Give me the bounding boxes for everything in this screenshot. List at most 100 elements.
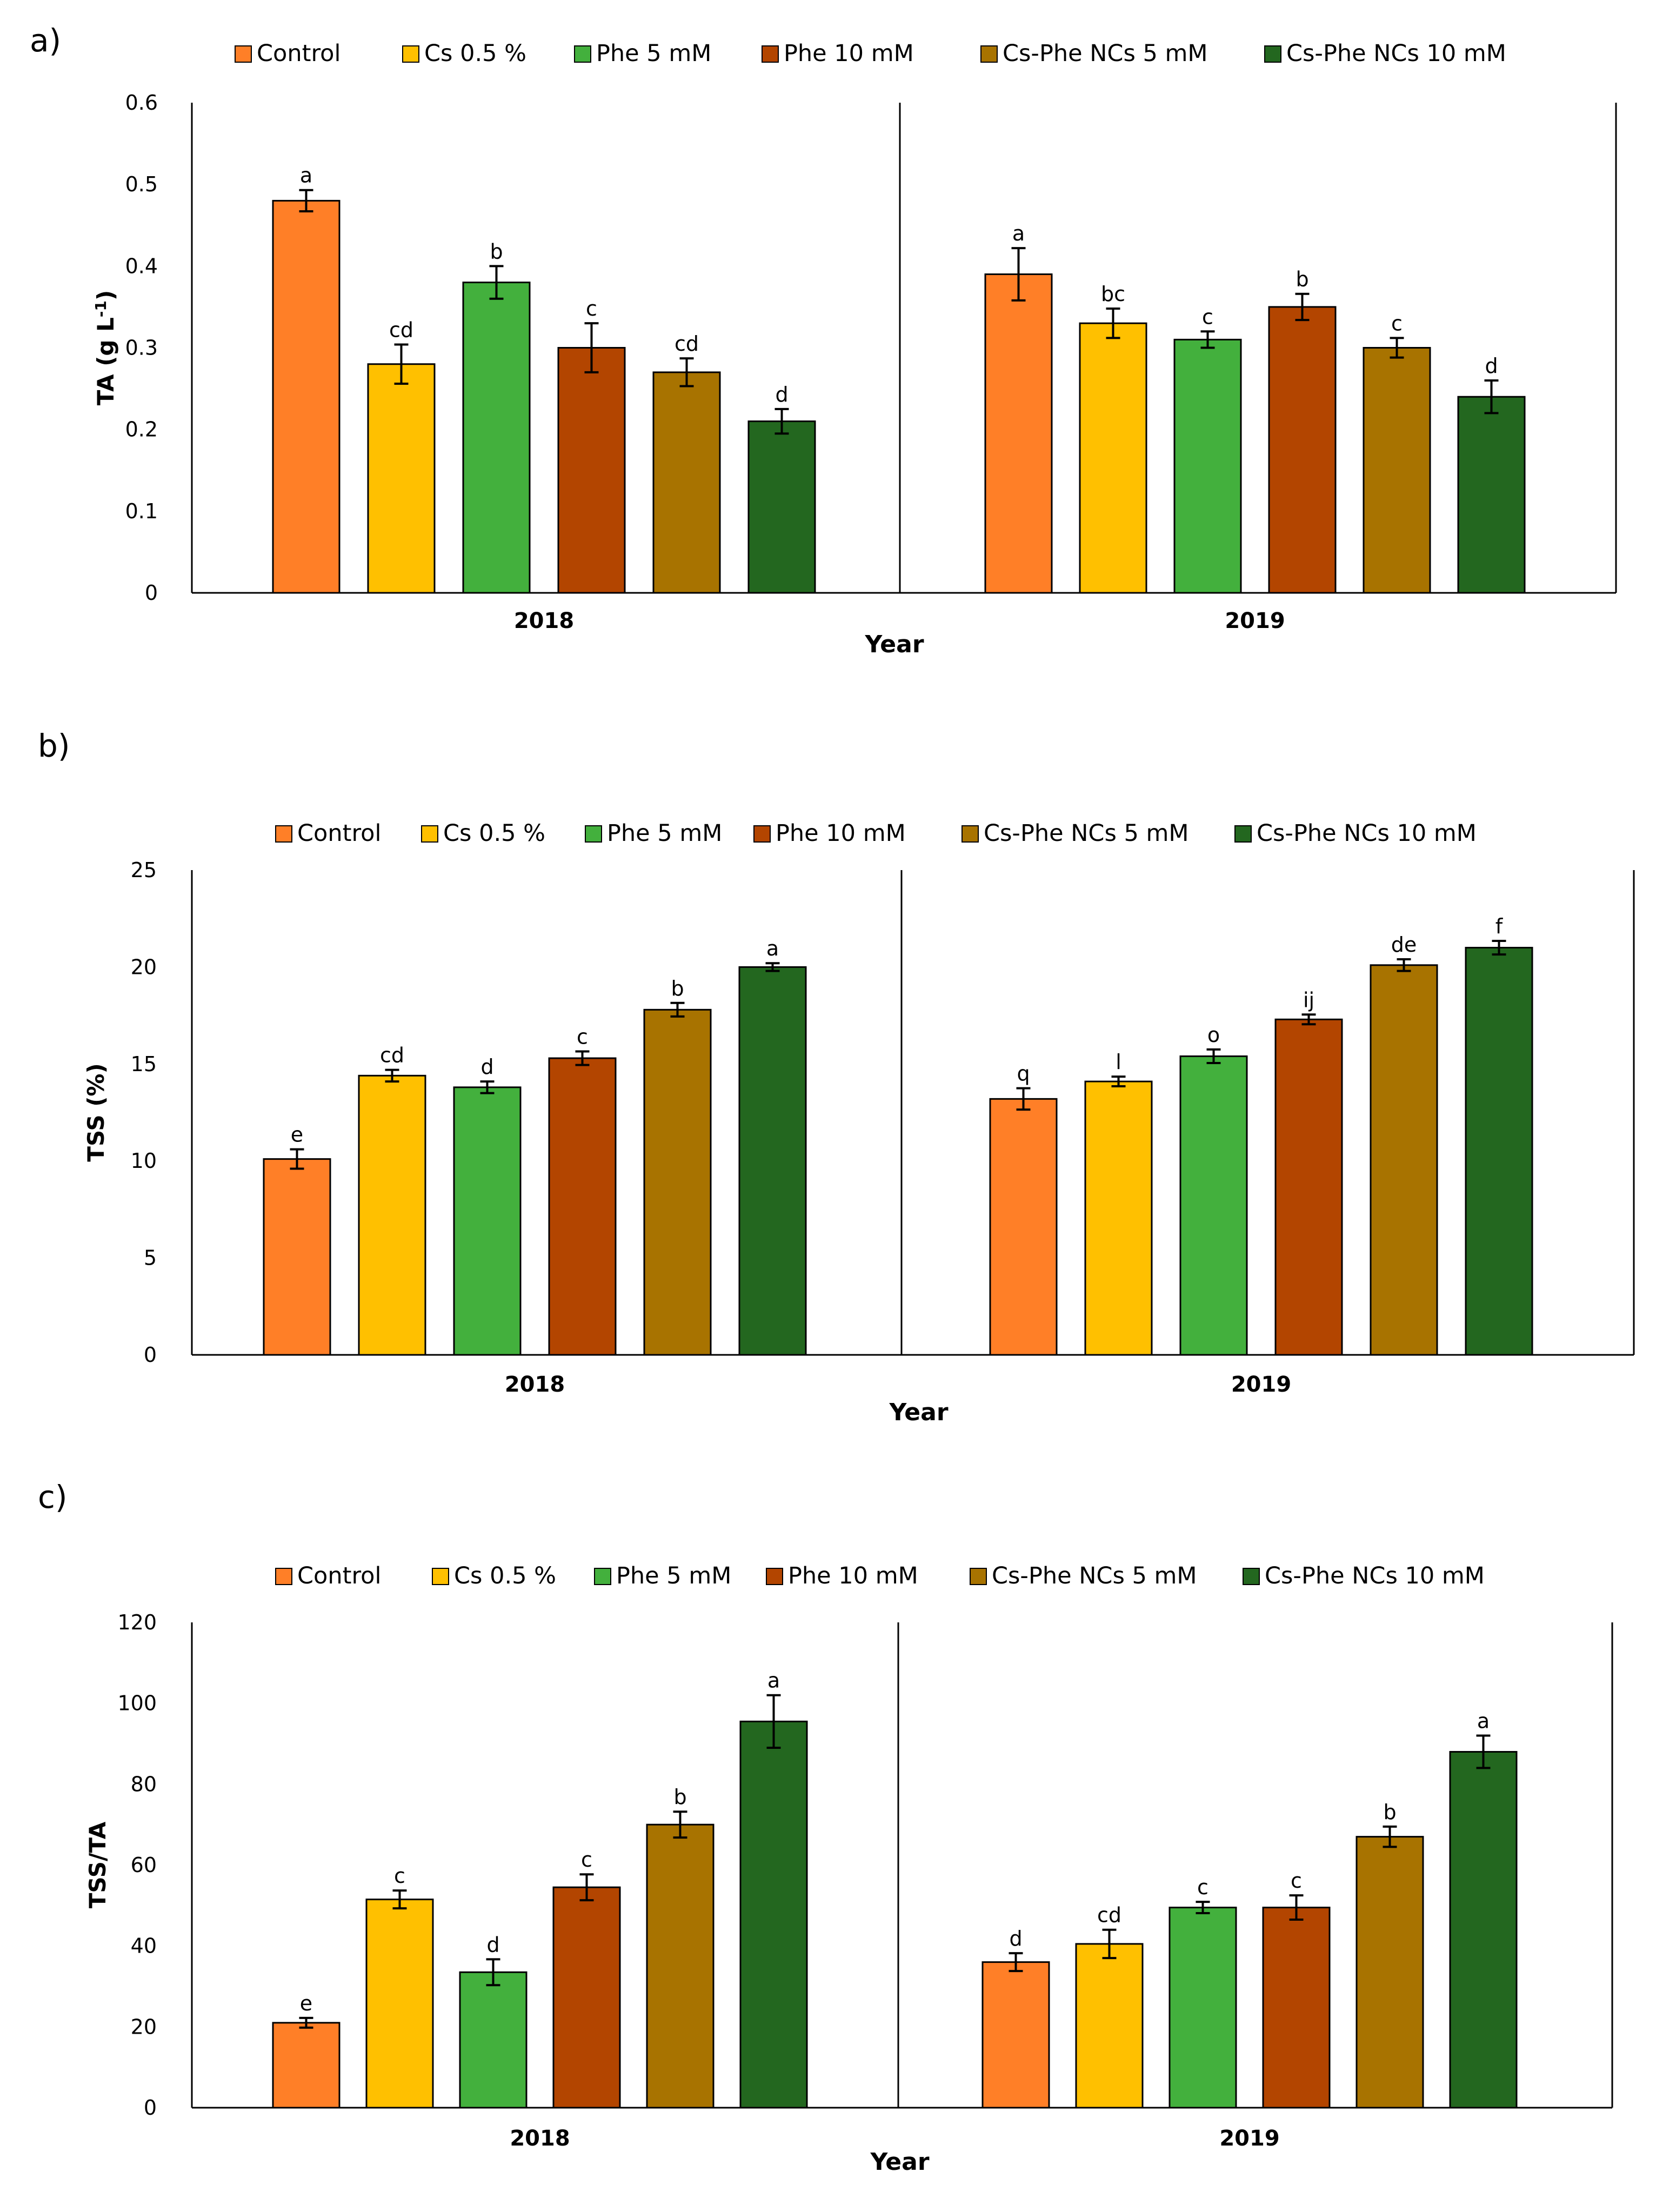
y-tick-label: 40 (131, 1934, 157, 1958)
legend-swatch-3 (762, 45, 779, 63)
bar (365, 1899, 434, 2109)
legend-label: Cs-Phe NCs 5 mM (992, 1562, 1197, 1589)
significance-letter: c (577, 1025, 588, 1048)
bar (552, 1886, 621, 2109)
bar (459, 1971, 527, 2109)
legend-label: Cs 0.5 % (454, 1562, 556, 1589)
legend-label: Phe 5 mM (596, 40, 711, 67)
bar (981, 1961, 1050, 2109)
bar (646, 1823, 715, 2109)
bar (1268, 306, 1337, 594)
y-tick-label: 20 (131, 2015, 157, 2039)
significance-letter: e (291, 1123, 303, 1147)
bar (1179, 1055, 1248, 1356)
bar (747, 420, 816, 594)
significance-letter: c (1291, 1869, 1302, 1893)
significance-letter: a (766, 937, 779, 960)
bar (984, 273, 1053, 594)
significance-letter: cd (1097, 1903, 1121, 1927)
bar (1168, 1907, 1237, 2109)
bar (272, 2022, 340, 2109)
significance-letter: a (1477, 1709, 1490, 1733)
legend-swatch-2 (594, 1568, 611, 1585)
bar (652, 371, 721, 594)
y-axis-title-sup: -1 (92, 300, 110, 317)
bar (1449, 1750, 1518, 2109)
legend-label: Cs-Phe NCs 10 mM (1286, 40, 1506, 67)
significance-letter: c (581, 1848, 592, 1872)
legend-swatch-4 (970, 1568, 987, 1585)
panel-label: a) (30, 22, 61, 59)
legend-label: Control (297, 1562, 381, 1589)
significance-letter: b (671, 977, 684, 1000)
bar (1370, 964, 1438, 1356)
significance-letter: cd (675, 332, 699, 356)
significance-letter: b (490, 239, 503, 263)
legend-label: Control (297, 820, 381, 847)
significance-letter: a (767, 1669, 780, 1693)
y-tick-label: 20 (131, 955, 157, 979)
bar (548, 1057, 617, 1356)
bar (738, 966, 807, 1356)
bar (1084, 1080, 1153, 1356)
y-tick-label: 80 (131, 1772, 157, 1796)
significance-letter: f (1495, 914, 1504, 938)
significance-letter: b (1383, 1800, 1396, 1824)
y-axis-title: TSS (%) (83, 1063, 109, 1161)
y-tick-label: 60 (131, 1853, 157, 1877)
panel-label: b) (38, 727, 70, 764)
legend-label: Control (257, 40, 340, 67)
bar (462, 282, 531, 594)
legend-swatch-0 (275, 1568, 292, 1585)
panel-c: c) Control Cs 0.5 % Phe 5 mM Phe 10 mM Cs-Phe… (38, 1479, 1613, 2176)
y-tick-label: 100 (117, 1692, 157, 1715)
y-axis-title: TA (g L-1) (92, 290, 119, 405)
bar (367, 363, 436, 594)
significance-letter: l (1116, 1050, 1121, 1074)
x-category-label: 2018 (510, 2126, 570, 2151)
x-category-label: 2018 (514, 609, 574, 633)
legend-swatch-0 (235, 45, 252, 63)
bar (557, 347, 626, 594)
legend-swatch-3 (753, 825, 771, 843)
legend-label: Phe 10 mM (776, 820, 906, 847)
y-tick-label: 25 (131, 858, 157, 882)
legend-label: Phe 10 mM (788, 1562, 918, 1589)
y-tick-label: 0.5 (125, 172, 158, 196)
legend-swatch-0 (275, 825, 292, 843)
bar (643, 1008, 712, 1356)
y-tick-label: 0.3 (125, 336, 158, 360)
significance-letter: b (1296, 268, 1308, 291)
y-tick-label: 0.2 (125, 418, 158, 442)
y-tick-label: 5 (144, 1246, 157, 1270)
bar (1075, 1943, 1144, 2109)
legend-swatch-3 (766, 1568, 783, 1585)
significance-letter: d (775, 383, 788, 406)
legend-label: Cs-Phe NCs 10 mM (1265, 1562, 1485, 1589)
legend-swatch-2 (585, 825, 602, 843)
y-tick-label: 120 (117, 1610, 157, 1634)
significance-letter: d (480, 1055, 493, 1079)
significance-letter: cd (389, 318, 413, 342)
bar (739, 1720, 808, 2109)
y-tick-label: 0 (145, 581, 158, 605)
bar (263, 1158, 331, 1356)
y-tick-label: 0.1 (125, 499, 158, 523)
x-axis-title: Year (870, 2148, 929, 2176)
y-tick-label: 10 (131, 1149, 157, 1173)
bar (453, 1086, 522, 1356)
legend-label: Phe 5 mM (607, 820, 722, 847)
significance-letter: q (1017, 1062, 1030, 1086)
panel-b: b) Control Cs 0.5 % Phe 5 mM Phe 10 mM Cs-Phe… (38, 727, 1635, 1426)
x-axis-title: Year (864, 631, 924, 658)
legend-swatch-4 (961, 825, 979, 843)
y-axis-title-text: TSS/TA (84, 1821, 111, 1908)
bar (358, 1074, 426, 1356)
significance-letter: d (1485, 354, 1498, 378)
legend-swatch-1 (432, 1568, 449, 1585)
x-category-label: 2019 (1219, 2126, 1279, 2151)
x-category-label: 2019 (1225, 609, 1285, 633)
legend-swatch-2 (574, 45, 591, 63)
y-tick-label: 0.4 (125, 254, 158, 278)
